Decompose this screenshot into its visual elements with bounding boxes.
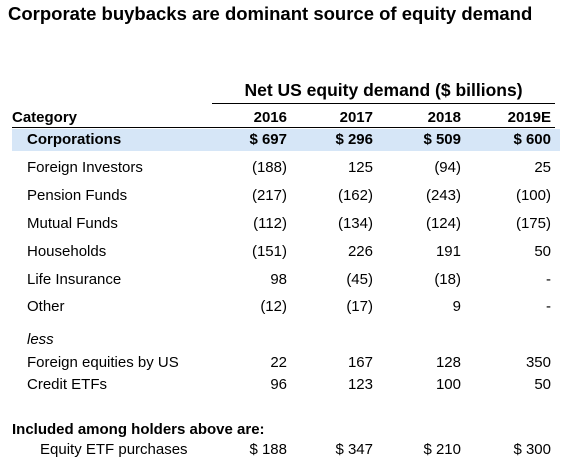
cell: - — [546, 298, 551, 315]
title: Corporate buybacks are dominant source o… — [8, 3, 533, 24]
cell: 123 — [347, 376, 373, 393]
cell: (162) — [337, 187, 373, 204]
cell: 96 — [270, 376, 287, 393]
column-header: Category — [12, 109, 78, 126]
column-header: 2016 — [253, 109, 287, 126]
cell: $ 697 — [249, 131, 287, 148]
row-label: Foreign equities by US — [27, 354, 179, 371]
cell: (45) — [346, 271, 373, 288]
cell: 25 — [534, 159, 551, 176]
group-rule — [212, 103, 555, 104]
row-label: Households — [27, 243, 107, 260]
cell: $ 296 — [335, 131, 373, 148]
cell: (100) — [515, 187, 551, 204]
column-header: 2018 — [427, 109, 461, 126]
less-label: less — [27, 331, 54, 348]
cell: 98 — [270, 271, 287, 288]
cell: (12) — [260, 298, 287, 315]
cell: 50 — [534, 376, 551, 393]
cell: $ 188 — [249, 441, 287, 458]
row-label: Mutual Funds — [27, 215, 118, 232]
cell: $ 210 — [423, 441, 461, 458]
cell: (243) — [425, 187, 461, 204]
cell: (151) — [251, 243, 287, 260]
row-label: Foreign Investors — [27, 159, 143, 176]
cell: $ 300 — [513, 441, 551, 458]
cell: (17) — [346, 298, 373, 315]
row-label: Other — [27, 298, 65, 315]
cell: (112) — [253, 215, 287, 232]
row-label: Pension Funds — [27, 187, 128, 204]
cell: 128 — [435, 354, 461, 371]
cell: (175) — [515, 215, 551, 232]
column-header: 2017 — [339, 109, 373, 126]
cell: 100 — [435, 376, 461, 393]
cell: 167 — [347, 354, 373, 371]
cell: (124) — [425, 215, 461, 232]
row-label: Corporations — [27, 131, 122, 148]
cell: 350 — [525, 354, 551, 371]
cell: $ 600 — [513, 131, 551, 148]
cell: - — [546, 271, 551, 288]
cell: (94) — [434, 159, 461, 176]
row-highlight — [12, 129, 560, 151]
cell: (18) — [434, 271, 461, 288]
cell: 191 — [435, 243, 461, 260]
cell: (188) — [251, 159, 287, 176]
row-label: Credit ETFs — [27, 376, 108, 393]
cell: (134) — [337, 215, 373, 232]
cell: 50 — [534, 243, 551, 260]
cell: $ 347 — [335, 441, 373, 458]
cell: (217) — [251, 187, 287, 204]
row-label: Life Insurance — [27, 271, 122, 288]
group-header: Net US equity demand ($ billions) — [244, 80, 523, 100]
column-header: 2019E — [507, 109, 551, 126]
included-label: Included among holders above are: — [12, 421, 265, 438]
cell: $ 509 — [423, 131, 461, 148]
cell: 125 — [347, 159, 373, 176]
cell: 226 — [347, 243, 373, 260]
cell: 9 — [452, 298, 461, 315]
header-rule — [12, 127, 555, 128]
row-label: Equity ETF purchases — [40, 441, 188, 458]
cell: 22 — [270, 354, 287, 371]
